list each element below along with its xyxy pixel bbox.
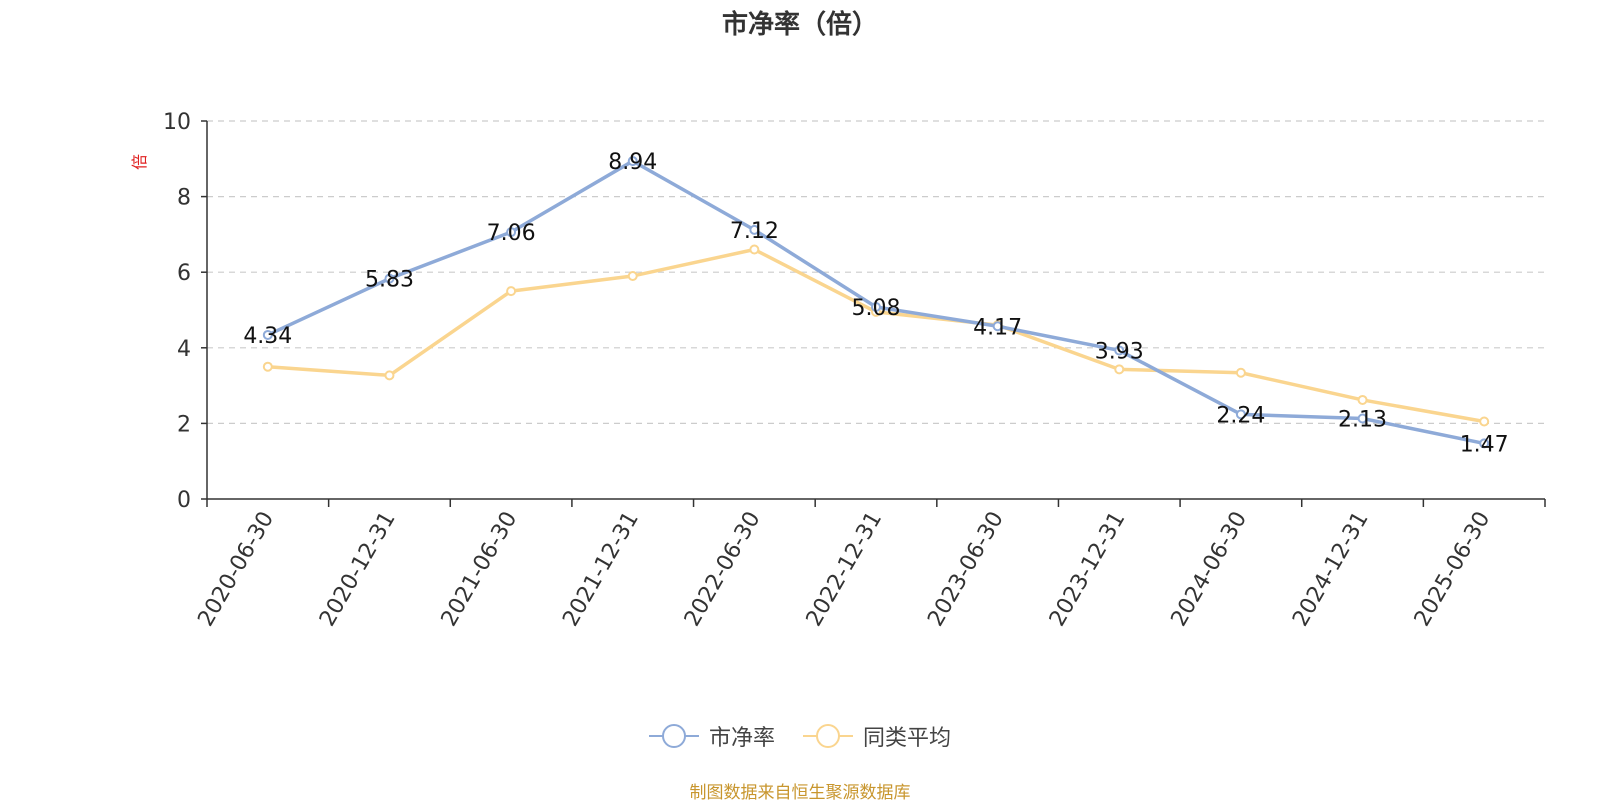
data-point-peer-average[interactable]	[749, 244, 760, 255]
y-tick-label: 6	[177, 261, 191, 286]
data-label-pb: 7.12	[730, 219, 779, 244]
source-note: 制图数据来自恒生聚源数据库	[689, 783, 911, 803]
legend-marker-pb-icon	[648, 723, 699, 749]
data-point-pb[interactable]	[1479, 438, 1490, 449]
data-label-pb: 5.83	[365, 268, 414, 293]
x-tick-label: 2023-06-30	[923, 508, 1009, 631]
x-tick-label: 2022-06-30	[680, 508, 766, 631]
chart-title: 市净率（倍）	[721, 10, 878, 40]
x-tick-label: 2024-12-31	[1288, 508, 1374, 631]
data-label-pb: 3.93	[1095, 339, 1144, 364]
y-tick-label: 4	[177, 337, 191, 362]
y-tick-label: 2	[177, 412, 191, 437]
data-point-pb[interactable]	[992, 321, 1003, 332]
data-point-pb[interactable]	[262, 329, 273, 340]
data-point-pb[interactable]	[384, 273, 395, 284]
data-label-pb: 2.13	[1338, 407, 1387, 432]
legend-item-pb[interactable]: 市净率	[648, 720, 775, 752]
y-tick-label: 8	[177, 186, 191, 211]
legend-item-peer-average[interactable]: 同类平均	[803, 720, 951, 752]
data-point-peer-average[interactable]	[1114, 364, 1125, 375]
data-label-pb: 1.47	[1460, 432, 1509, 457]
data-point-peer-average[interactable]	[1235, 367, 1246, 378]
data-point-pb[interactable]	[871, 301, 881, 312]
x-tick-label: 2021-06-30	[437, 508, 523, 631]
data-point-pb[interactable]	[627, 156, 638, 167]
data-point-peer-average[interactable]	[384, 370, 395, 381]
x-tick-label: 2020-06-30	[193, 508, 279, 631]
x-tick-label: 2024-06-30	[1167, 508, 1253, 631]
x-tick-label: 2022-12-31	[802, 508, 888, 631]
x-tick-label: 2025-06-30	[1410, 508, 1496, 631]
data-point-peer-average[interactable]	[1479, 416, 1490, 427]
data-point-peer-average[interactable]	[627, 270, 638, 281]
data-point-peer-average[interactable]	[506, 286, 517, 297]
data-point-pb[interactable]	[1114, 345, 1125, 356]
legend: 市净率 同类平均	[0, 720, 1600, 752]
data-point-pb[interactable]	[1235, 409, 1246, 420]
data-label-pb: 4.34	[243, 324, 292, 349]
data-label-pb: 7.06	[487, 221, 536, 246]
legend-marker-peer-average-icon	[803, 723, 853, 749]
data-label-pb: 5.08	[852, 296, 901, 321]
series-line-peer-average	[267, 247, 1485, 424]
legend-label-peer-average: 同类平均	[863, 726, 952, 751]
data-point-pb[interactable]	[1357, 413, 1368, 424]
y-tick-label: 0	[177, 488, 191, 513]
data-point-pb[interactable]	[749, 224, 760, 235]
data-label-pb: 8.94	[608, 150, 657, 175]
x-tick-label: 2023-12-31	[1045, 508, 1131, 631]
x-tick-label: 2021-12-31	[558, 508, 644, 631]
data-label-pb: 4.17	[973, 315, 1022, 340]
x-tick-label: 2020-12-31	[315, 508, 401, 631]
y-tick-label: 10	[163, 110, 191, 135]
data-label-pb: 2.24	[1216, 403, 1265, 428]
legend-label-pb: 市净率	[708, 726, 775, 751]
data-point-peer-average[interactable]	[1357, 394, 1368, 405]
y-axis-label: 倍	[130, 154, 149, 170]
data-point-pb[interactable]	[506, 227, 517, 238]
data-point-peer-average[interactable]	[262, 361, 273, 372]
